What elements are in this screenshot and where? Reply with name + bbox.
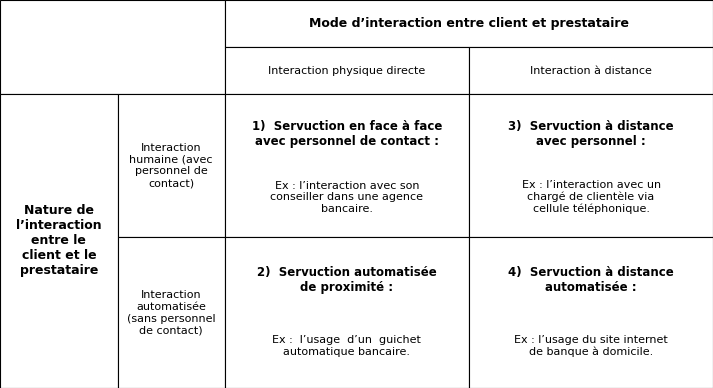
Text: Mode d’interaction entre client et prestataire: Mode d’interaction entre client et prest…: [309, 17, 629, 30]
Bar: [0, 0, 225, 94]
Text: Interaction
humaine (avec
personnel de
contact): Interaction humaine (avec personnel de c…: [129, 143, 213, 188]
Bar: [469, 237, 713, 388]
Bar: [118, 94, 225, 237]
Bar: [225, 47, 469, 94]
Bar: [469, 47, 713, 94]
Text: 4)  Servuction à distance
automatisée :: 4) Servuction à distance automatisée :: [508, 266, 674, 294]
Bar: [225, 0, 713, 47]
Text: Ex :  l’usage  d’un  guichet
automatique bancaire.: Ex : l’usage d’un guichet automatique ba…: [272, 335, 421, 357]
Text: Ex : l’usage du site internet
de banque à domicile.: Ex : l’usage du site internet de banque …: [514, 335, 668, 357]
Text: Nature de
l’interaction
entre le
client et le
prestataire: Nature de l’interaction entre le client …: [16, 204, 102, 277]
Text: Interaction physique directe: Interaction physique directe: [268, 66, 426, 76]
Bar: [469, 94, 713, 237]
Bar: [225, 94, 469, 237]
Bar: [118, 237, 225, 388]
Text: Interaction
automatisée
(sans personnel
de contact): Interaction automatisée (sans personnel …: [127, 290, 215, 335]
Bar: [0, 94, 118, 388]
Text: 2)  Servuction automatisée
de proximité :: 2) Servuction automatisée de proximité :: [257, 266, 437, 294]
Text: Interaction à distance: Interaction à distance: [530, 66, 652, 76]
Text: 1)  Servuction en face à face
avec personnel de contact :: 1) Servuction en face à face avec person…: [252, 120, 442, 148]
Text: Ex : l’interaction avec son
conseiller dans une agence
bancaire.: Ex : l’interaction avec son conseiller d…: [270, 181, 424, 214]
Text: 3)  Servuction à distance
avec personnel :: 3) Servuction à distance avec personnel …: [508, 120, 674, 148]
Bar: [225, 237, 469, 388]
Text: Ex : l’interaction avec un
chargé de clientèle via
cellule téléphonique.: Ex : l’interaction avec un chargé de cli…: [521, 180, 661, 215]
